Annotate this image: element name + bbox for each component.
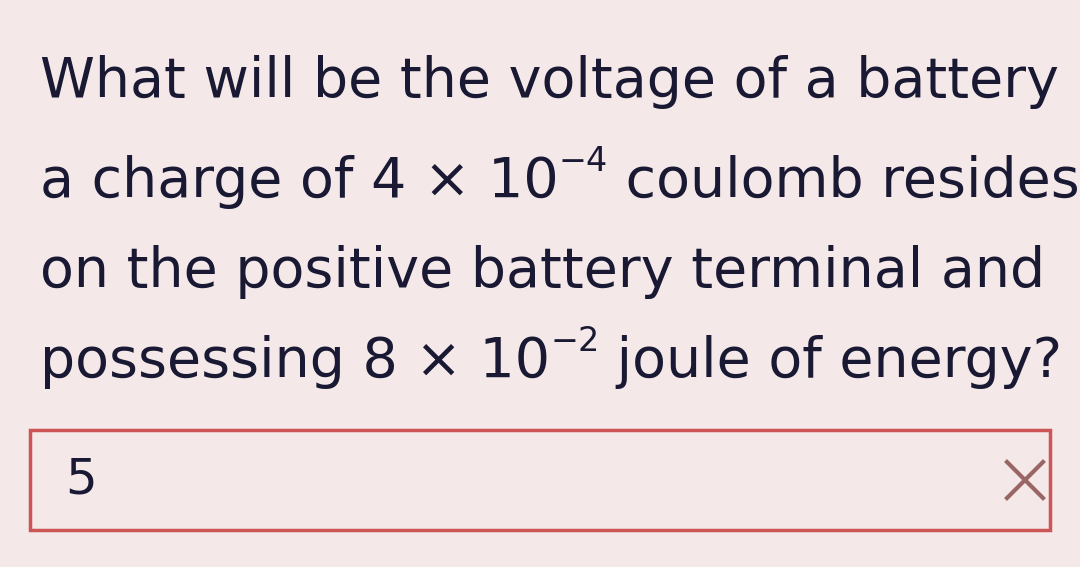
Text: −4: −4 <box>558 146 608 179</box>
Text: possessing 8 × 10: possessing 8 × 10 <box>40 335 550 389</box>
Text: −2: −2 <box>550 325 599 358</box>
Text: 5: 5 <box>65 456 97 504</box>
Text: coulomb resides: coulomb resides <box>608 155 1080 209</box>
Text: What will be the voltage of a battery if: What will be the voltage of a battery if <box>40 55 1080 109</box>
Text: joule of energy?: joule of energy? <box>599 335 1063 389</box>
Text: a charge of 4 × 10: a charge of 4 × 10 <box>40 155 558 209</box>
Text: on the positive battery terminal and: on the positive battery terminal and <box>40 245 1045 299</box>
